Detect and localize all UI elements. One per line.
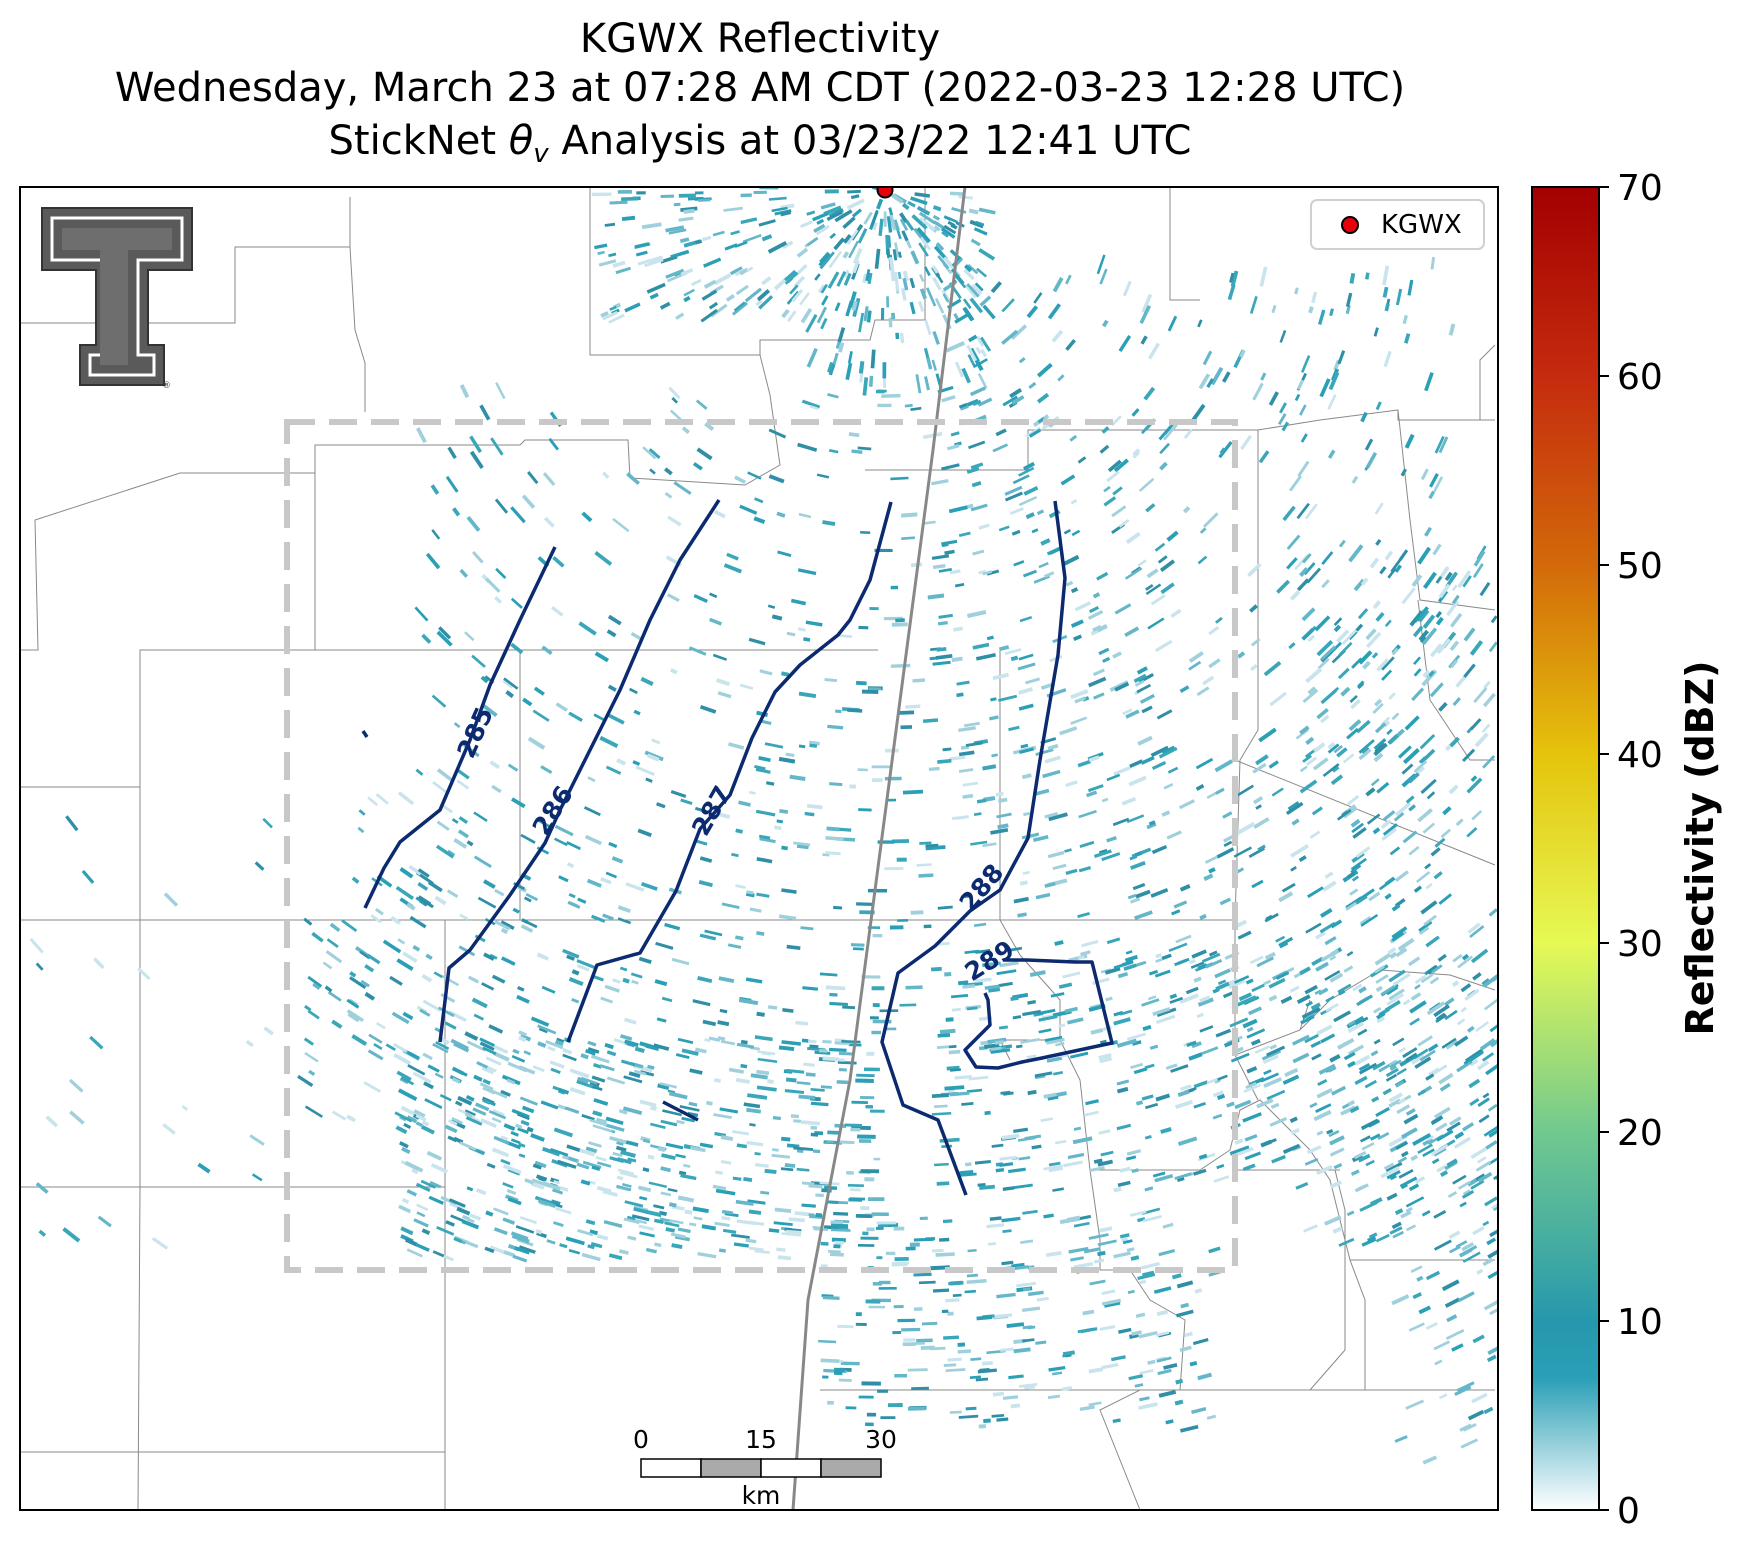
scale-unit: km [742,1481,781,1510]
scale-tick-30: 30 [865,1425,897,1454]
theta-symbol: θ [509,118,533,164]
title-line-3: StickNet θv Analysis at 03/23/22 12:41 U… [329,118,1192,169]
colorbar-tick-70: 70 [1617,168,1663,209]
scale-bar: 0 15 30 km [633,1425,897,1510]
colorbar: 0 10 20 30 40 50 60 70 Reflectivity (dBZ) [1531,168,1722,1532]
colorbar-tick-50: 50 [1617,546,1663,587]
theta-v-contours [361,499,1114,1196]
legend-label-kgwx: KGWX [1381,210,1462,240]
colorbar-tick-30: 30 [1617,924,1663,965]
colorbar-tick-20: 20 [1617,1113,1663,1154]
radar-echoes [29,187,1498,1465]
title-line-3-suffix: Analysis at 03/23/22 12:41 UTC [549,118,1192,164]
texas-tech-double-t-logo: ® [41,207,193,391]
analysis-domain-box [284,419,1238,1273]
svg-text:®: ® [162,381,171,391]
colorbar-label: Reflectivity (dBZ) [1678,660,1722,1035]
legend-marker-kgwx [1341,216,1359,234]
interstate-highway [791,187,967,1510]
colorbar-tick-60: 60 [1617,357,1663,398]
scale-tick-15: 15 [745,1425,777,1454]
colorbar-ticks: 0 10 20 30 40 50 60 70 [1599,168,1663,1532]
map-legend: KGWX [1310,199,1485,250]
colorbar-tick-40: 40 [1617,735,1663,776]
theta-subscript: v [533,139,549,169]
title-line-3-prefix: StickNet [329,118,509,164]
map-frame [19,186,1499,1511]
title-line-1: KGWX Reflectivity [580,16,940,62]
colorbar-gradient [1531,186,1600,1511]
scale-tick-0: 0 [633,1425,649,1454]
title-line-2: Wednesday, March 23 at 07:28 AM CDT (202… [115,65,1405,111]
colorbar-tick-0: 0 [1617,1491,1640,1532]
kgwx-radar-site-marker [876,187,894,199]
colorbar-tick-10: 10 [1617,1302,1663,1343]
